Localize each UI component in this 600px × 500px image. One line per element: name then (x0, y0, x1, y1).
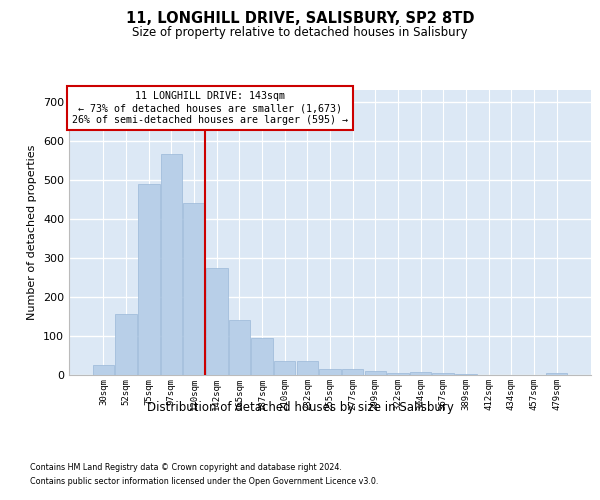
Bar (296, 360, 318, 375)
Bar (365, 371, 386, 375)
Bar (455, 374, 476, 375)
Bar (410, 372, 431, 375)
Bar (138, 184, 160, 375)
Bar (319, 369, 341, 375)
Bar (206, 268, 227, 375)
Text: 11 LONGHILL DRIVE: 143sqm
← 73% of detached houses are smaller (1,673)
26% of se: 11 LONGHILL DRIVE: 143sqm ← 73% of detac… (72, 92, 348, 124)
Bar (161, 154, 182, 375)
Text: Contains HM Land Registry data © Crown copyright and database right 2024.: Contains HM Land Registry data © Crown c… (30, 464, 342, 472)
Bar (115, 314, 137, 375)
Bar (546, 373, 567, 375)
Text: Distribution of detached houses by size in Salisbury: Distribution of detached houses by size … (146, 401, 454, 414)
Bar (274, 360, 295, 375)
Text: Size of property relative to detached houses in Salisbury: Size of property relative to detached ho… (132, 26, 468, 39)
Text: 11, LONGHILL DRIVE, SALISBURY, SP2 8TD: 11, LONGHILL DRIVE, SALISBURY, SP2 8TD (126, 11, 474, 26)
Bar (251, 338, 273, 375)
Bar (387, 373, 409, 375)
Bar (433, 374, 454, 375)
Text: Contains public sector information licensed under the Open Government Licence v3: Contains public sector information licen… (30, 477, 379, 486)
Bar (93, 365, 114, 375)
Bar (184, 203, 205, 375)
Bar (342, 369, 364, 375)
Y-axis label: Number of detached properties: Number of detached properties (28, 145, 37, 320)
Bar (229, 320, 250, 375)
